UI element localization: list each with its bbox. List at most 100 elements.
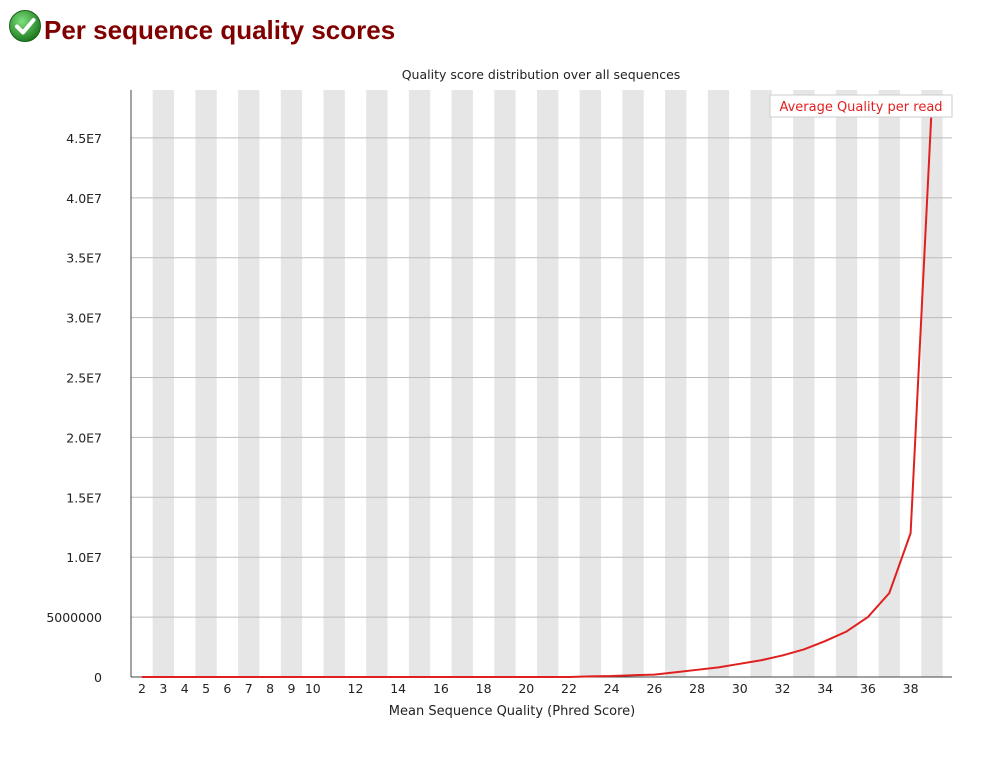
data-point — [397, 676, 400, 678]
chart-title: Quality score distribution over all sequ… — [402, 67, 681, 82]
data-point — [482, 676, 485, 678]
x-tick-label: 4 — [181, 681, 189, 696]
data-point — [739, 663, 741, 665]
y-tick-label: 2.0E7 — [66, 430, 102, 445]
y-tick-label: 3.5E7 — [66, 251, 102, 266]
data-point — [760, 659, 762, 662]
stripe-3 — [152, 90, 175, 677]
data-point — [354, 676, 357, 678]
x-tick-label: 38 — [903, 681, 919, 696]
data-point — [269, 676, 271, 678]
x-tick-label: 34 — [817, 681, 833, 696]
y-tick-label: 2.5E7 — [66, 371, 102, 386]
data-point — [376, 676, 378, 678]
data-point — [333, 676, 335, 678]
data-point — [141, 676, 143, 678]
stripe-5 — [195, 90, 217, 677]
data-point — [504, 676, 506, 678]
x-tick-label: 28 — [689, 681, 705, 696]
x-tick-label: 24 — [604, 681, 620, 696]
stripe-21 — [536, 90, 559, 677]
data-point — [183, 676, 186, 678]
stripe-13 — [366, 90, 388, 677]
data-point — [632, 674, 634, 677]
y-tick-label: 4.0E7 — [66, 191, 102, 206]
data-point — [610, 675, 613, 677]
data-point — [162, 676, 165, 678]
y-tick-label: 4.5E7 — [66, 131, 102, 146]
x-tick-label: 20 — [518, 681, 534, 696]
chart-series — [141, 101, 933, 678]
data-point — [674, 671, 677, 674]
x-tick-label: 6 — [223, 681, 231, 696]
x-tick-label: 18 — [476, 681, 492, 696]
pass-check-icon — [9, 10, 41, 42]
legend-label: Average Quality per read — [779, 100, 942, 115]
data-point — [440, 676, 442, 678]
data-point — [546, 676, 549, 678]
x-tick-label: 2 — [138, 681, 146, 696]
data-point — [909, 532, 912, 535]
stripe-31 — [750, 90, 772, 677]
legend-box — [769, 94, 953, 118]
x-tick-label: 36 — [860, 681, 876, 696]
chart-gridlines — [131, 137, 952, 618]
y-tick-label: 1.0E7 — [66, 550, 102, 565]
y-tick-label: 5000000 — [46, 610, 102, 625]
data-point — [226, 676, 229, 678]
stripe-11 — [323, 90, 345, 677]
stripe-9 — [280, 90, 303, 677]
data-point — [653, 673, 656, 676]
data-point — [803, 648, 805, 651]
page-header: Per sequence quality scores — [8, 6, 395, 46]
y-tick-label: 3.0E7 — [66, 311, 102, 326]
x-tick-label: 7 — [245, 681, 253, 696]
data-point — [568, 676, 570, 678]
data-point — [696, 669, 698, 671]
stripe-25 — [622, 90, 644, 677]
x-tick-label: 16 — [433, 681, 449, 696]
data-point — [845, 630, 848, 633]
stripe-15 — [408, 90, 431, 677]
series-line-0 — [142, 101, 933, 678]
data-point — [824, 640, 826, 642]
x-tick-label: 9 — [287, 681, 295, 696]
data-point — [205, 676, 207, 678]
y-axis-ticks: 0 5000000 1.0E7 1.5E7 2.0E7 2.5E7 3.0E7 3.5E7 4.… — [46, 131, 102, 685]
stripe-39 — [921, 90, 943, 677]
stripe-17 — [451, 90, 473, 677]
x-tick-label: 14 — [390, 681, 406, 696]
data-point — [867, 616, 869, 618]
data-point — [247, 676, 250, 678]
x-tick-label: 12 — [348, 681, 364, 696]
x-tick-label: 5 — [202, 681, 210, 696]
data-point — [717, 666, 720, 669]
data-point — [589, 675, 592, 678]
x-tick-label: 26 — [646, 681, 662, 696]
stripe-35 — [835, 90, 858, 677]
x-tick-label: 22 — [561, 681, 577, 696]
y-tick-label: 0 — [94, 670, 102, 685]
data-point — [290, 676, 293, 678]
data-point — [312, 676, 314, 678]
stripe-37 — [878, 90, 900, 677]
stripe-27 — [665, 90, 687, 677]
stripe-19 — [494, 90, 516, 677]
data-point — [418, 676, 421, 678]
x-tick-label: 10 — [305, 681, 321, 696]
x-tick-label: 8 — [266, 681, 274, 696]
x-axis-ticks: 2 3 4 5 6 7 8 9 10 12 14 16 18 20 22 24 26 28 30 32 34 36 38 — [138, 681, 919, 696]
legend: Average Quality per read — [769, 94, 953, 118]
x-tick-label: 32 — [775, 681, 791, 696]
data-point — [781, 654, 784, 657]
data-point — [461, 676, 464, 678]
stripe-29 — [707, 90, 730, 677]
stripe-7 — [238, 90, 260, 677]
data-point — [888, 592, 891, 594]
page-title: Per sequence quality scores — [44, 14, 396, 45]
y-tick-label: 1.5E7 — [66, 490, 102, 505]
stripe-33 — [793, 90, 815, 677]
x-tick-label: 3 — [159, 681, 167, 696]
x-axis-label: Mean Sequence Quality (Phred Score) — [389, 704, 635, 719]
